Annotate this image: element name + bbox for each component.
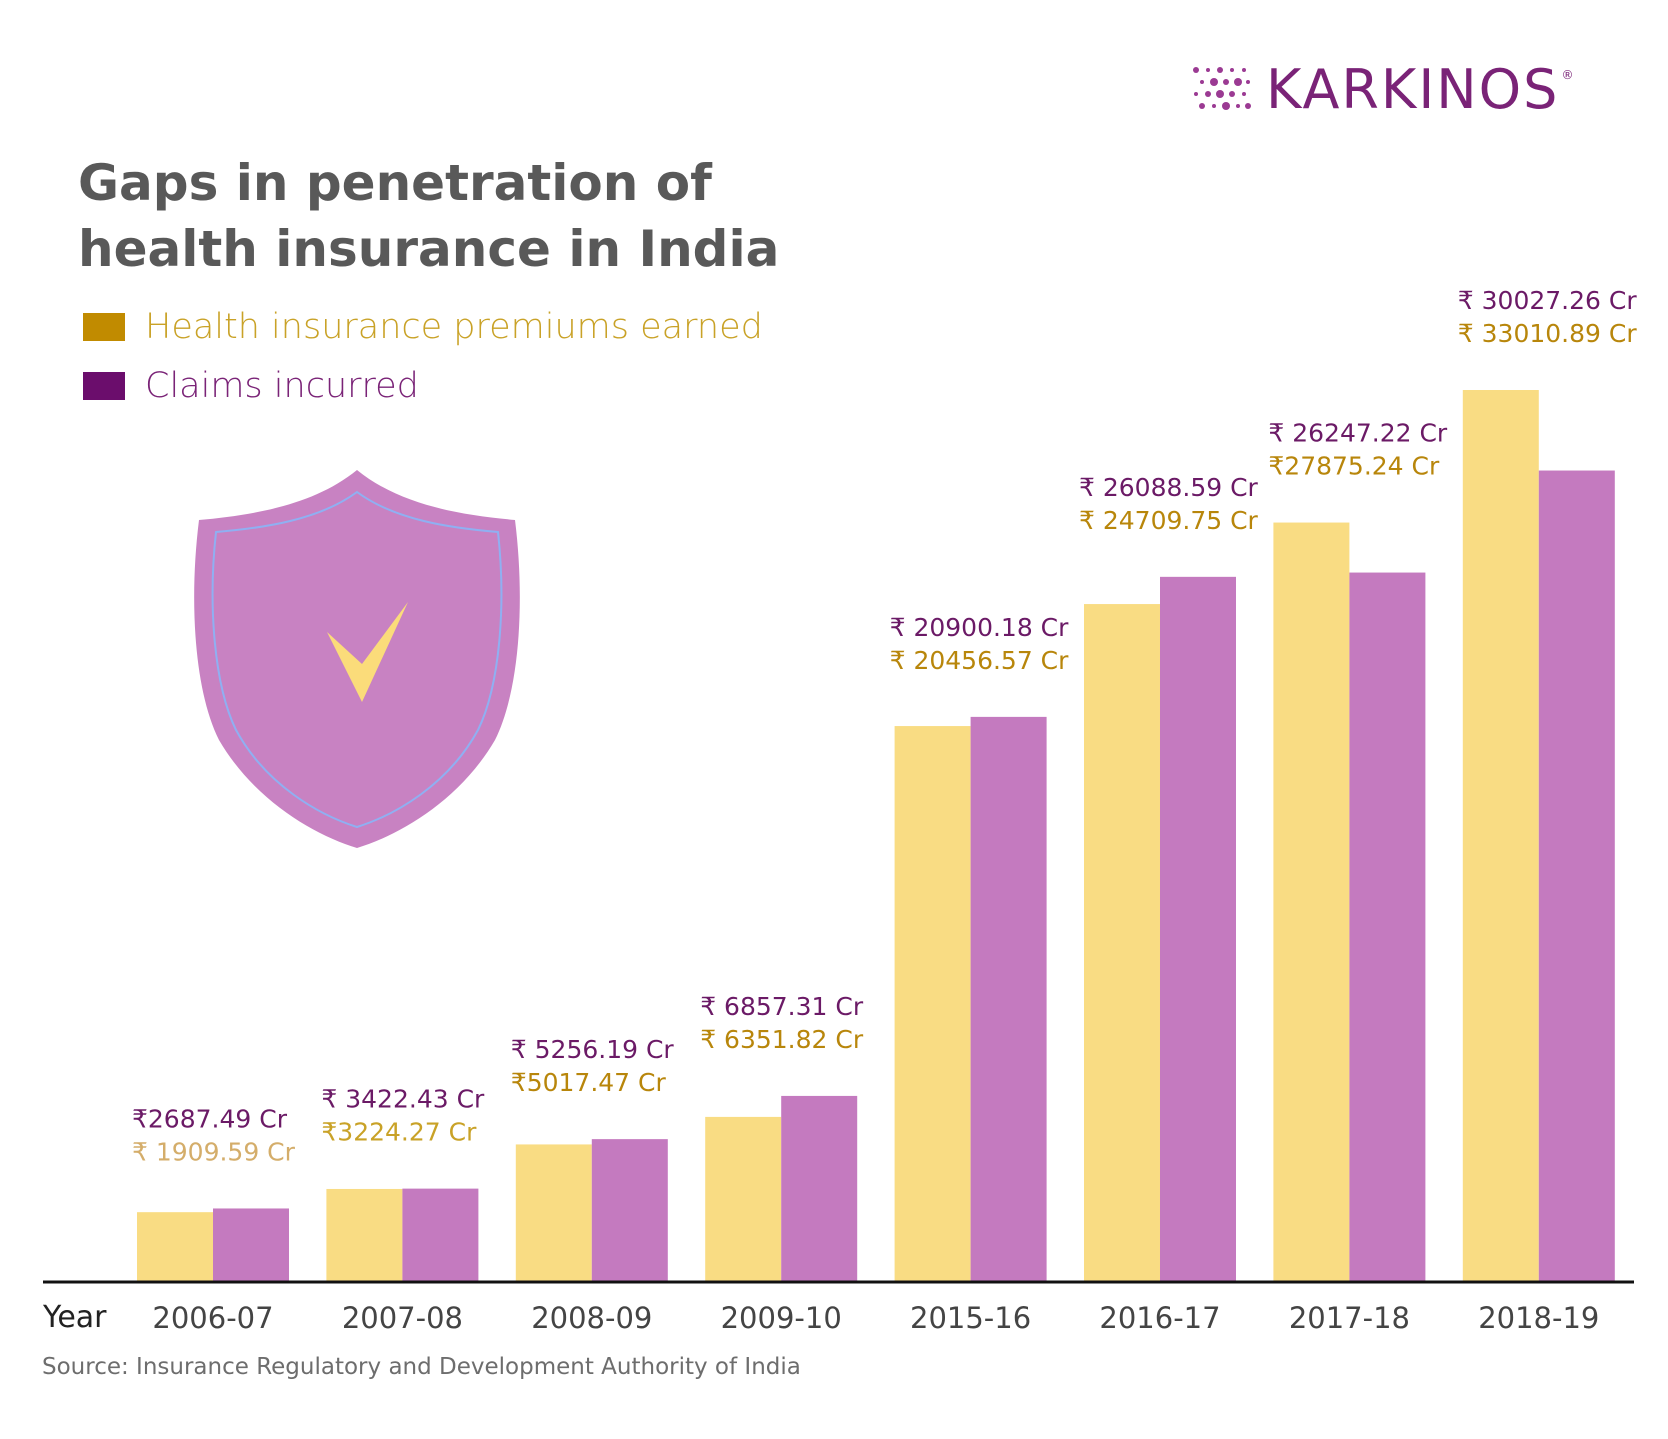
value-label-premiums-2015-16: ₹ 20456.57 Cr (890, 646, 1070, 675)
x-axis-label: Year (42, 1300, 107, 1335)
value-label-premiums-2016-17: ₹ 24709.75 Cr (1079, 506, 1259, 535)
legend-label-claims: Claims incurred (145, 366, 419, 406)
bar-claims-2018-19 (1538, 470, 1615, 1281)
bar-claims-2009-10 (781, 1095, 858, 1281)
value-label-claims-2015-16: ₹ 20900.18 Cr (890, 613, 1070, 642)
value-label-premiums-2006-07: ₹ 1909.59 Cr (132, 1137, 296, 1166)
bar-premiums-2009-10 (705, 1116, 782, 1281)
bar-claims-2016-17 (1160, 576, 1236, 1281)
legend-item-claims: Claims incurred (83, 366, 419, 406)
x-tick-label-2006-07: 2006-07 (152, 1301, 273, 1335)
value-label-premiums-2009-10: ₹ 6351.82 Cr (700, 1025, 864, 1054)
source-note: Source: Insurance Regulatory and Develop… (42, 1354, 801, 1380)
value-label-claims-2008-09: ₹ 5256.19 Cr (511, 1035, 675, 1064)
bar-claims-2017-18 (1349, 572, 1426, 1281)
bars-group (137, 390, 1615, 1281)
bar-claims-2015-16 (970, 716, 1047, 1281)
brand-logo: KARKINOS ® (1190, 60, 1573, 120)
value-label-claims-2017-18: ₹ 26247.22 Cr (1268, 419, 1448, 448)
x-tick-label-2009-10: 2009-10 (721, 1301, 842, 1335)
bar-claims-2007-08 (402, 1188, 479, 1281)
x-tick-label-2008-09: 2008-09 (531, 1301, 652, 1335)
bar-claims-2008-09 (591, 1139, 668, 1281)
x-tick-labels-group: 2006-07 2007-08 2008-09 2009-10 2015-16 2016-… (152, 1301, 1599, 1335)
legend-swatch-claims (83, 372, 125, 400)
bar-premiums-2006-07 (137, 1212, 213, 1281)
legend-swatch-premiums (83, 313, 125, 341)
value-label-claims-2016-17: ₹ 26088.59 Cr (1079, 473, 1259, 502)
legend-item-premiums: Health insurance premiums earned (83, 307, 763, 347)
value-label-premiums-2018-19: ₹ 33010.89 Cr (1458, 319, 1638, 348)
bar-premiums-2007-08 (326, 1188, 403, 1281)
value-label-claims-2007-08: ₹ 3422.43 Cr (321, 1085, 485, 1114)
bar-claims-2006-07 (213, 1208, 289, 1281)
value-label-claims-2018-19: ₹ 30027.26 Cr (1458, 286, 1638, 315)
registered-mark: ® (1561, 68, 1574, 82)
value-label-claims-2009-10: ₹ 6857.31 Cr (700, 992, 864, 1021)
value-label-premiums-2007-08: ₹3224.27 Cr (321, 1118, 477, 1147)
value-label-premiums-2008-09: ₹5017.47 Cr (511, 1068, 667, 1097)
shield-check-icon (194, 470, 520, 848)
x-tick-label-2017-18: 2017-18 (1289, 1301, 1410, 1335)
chart-title: Gaps in penetration of health insurance … (78, 154, 780, 278)
value-label-claims-2006-07: ₹2687.49 Cr (132, 1104, 288, 1133)
bar-premiums-2008-09 (515, 1144, 592, 1281)
logo-dots-icon (1193, 67, 1251, 110)
value-labels-group: ₹2687.49 Cr ₹ 1909.59 Cr ₹ 3422.43 Cr ₹3224… (132, 286, 1637, 1166)
bar-premiums-2015-16 (894, 726, 971, 1281)
bar-premiums-2016-17 (1084, 604, 1160, 1281)
legend-label-premiums: Health insurance premiums earned (145, 307, 763, 347)
x-tick-label-2018-19: 2018-19 (1478, 1301, 1599, 1335)
x-tick-label-2007-08: 2007-08 (342, 1301, 463, 1335)
bar-premiums-2017-18 (1273, 522, 1350, 1281)
x-tick-label-2015-16: 2015-16 (910, 1301, 1031, 1335)
x-tick-label-2016-17: 2016-17 (1099, 1301, 1220, 1335)
value-label-premiums-2017-18: ₹27875.24 Cr (1268, 452, 1440, 481)
brand-name: KARKINOS (1266, 58, 1560, 121)
bar-premiums-2018-19 (1462, 390, 1539, 1281)
